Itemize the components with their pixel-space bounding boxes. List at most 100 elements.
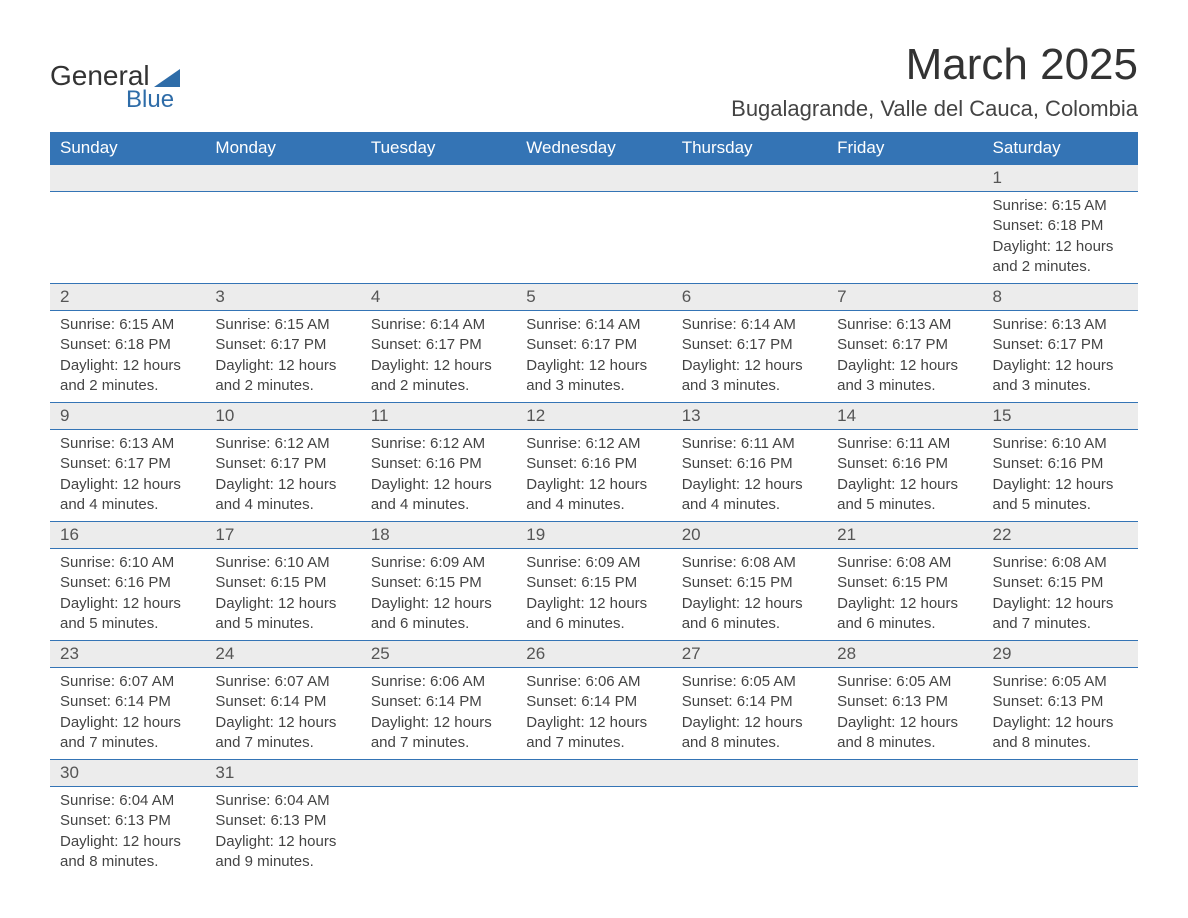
day-content-cell: Sunrise: 6:14 AMSunset: 6:17 PMDaylight:… xyxy=(361,311,516,403)
day-number-cell: 10 xyxy=(205,403,360,430)
day-content-cell xyxy=(672,787,827,879)
daylight-text: Daylight: 12 hours and 6 minutes. xyxy=(371,594,506,635)
day-number-cell: 30 xyxy=(50,760,205,787)
day-number-cell: 2 xyxy=(50,284,205,311)
daylight-text: Daylight: 12 hours and 6 minutes. xyxy=(837,594,972,635)
day-number-cell xyxy=(516,760,671,787)
sunset-text: Sunset: 6:17 PM xyxy=(682,335,817,355)
day-number-cell: 15 xyxy=(983,403,1138,430)
sunset-text: Sunset: 6:15 PM xyxy=(682,573,817,593)
daylight-text: Daylight: 12 hours and 7 minutes. xyxy=(993,594,1128,635)
day-header: Thursday xyxy=(672,132,827,165)
logo-text-bottom: Blue xyxy=(126,86,174,114)
day-number-cell: 22 xyxy=(983,522,1138,549)
sunrise-text: Sunrise: 6:05 AM xyxy=(682,672,817,692)
day-number-cell: 23 xyxy=(50,641,205,668)
sunset-text: Sunset: 6:17 PM xyxy=(371,335,506,355)
daylight-text: Daylight: 12 hours and 4 minutes. xyxy=(526,475,661,516)
day-content-cell: Sunrise: 6:15 AMSunset: 6:18 PMDaylight:… xyxy=(983,192,1138,284)
week-number-row: 1 xyxy=(50,165,1138,192)
day-number-cell: 7 xyxy=(827,284,982,311)
day-header: Sunday xyxy=(50,132,205,165)
daylight-text: Daylight: 12 hours and 6 minutes. xyxy=(526,594,661,635)
day-number-cell: 1 xyxy=(983,165,1138,192)
day-number-cell xyxy=(361,760,516,787)
sunset-text: Sunset: 6:15 PM xyxy=(526,573,661,593)
sunset-text: Sunset: 6:14 PM xyxy=(526,692,661,712)
sunrise-text: Sunrise: 6:13 AM xyxy=(993,315,1128,335)
week-number-row: 9101112131415 xyxy=(50,403,1138,430)
sunset-text: Sunset: 6:14 PM xyxy=(215,692,350,712)
daylight-text: Daylight: 12 hours and 2 minutes. xyxy=(60,356,195,397)
day-header: Monday xyxy=(205,132,360,165)
day-content-cell: Sunrise: 6:14 AMSunset: 6:17 PMDaylight:… xyxy=(516,311,671,403)
week-number-row: 23242526272829 xyxy=(50,641,1138,668)
day-number-cell: 26 xyxy=(516,641,671,668)
day-content-cell: Sunrise: 6:09 AMSunset: 6:15 PMDaylight:… xyxy=(516,549,671,641)
sunrise-text: Sunrise: 6:09 AM xyxy=(526,553,661,573)
day-content-cell: Sunrise: 6:10 AMSunset: 6:16 PMDaylight:… xyxy=(983,430,1138,522)
sunset-text: Sunset: 6:17 PM xyxy=(993,335,1128,355)
day-header: Saturday xyxy=(983,132,1138,165)
sunrise-text: Sunrise: 6:10 AM xyxy=(993,434,1128,454)
day-content-cell: Sunrise: 6:14 AMSunset: 6:17 PMDaylight:… xyxy=(672,311,827,403)
day-number-cell xyxy=(672,760,827,787)
day-number-cell: 8 xyxy=(983,284,1138,311)
day-content-cell: Sunrise: 6:05 AMSunset: 6:14 PMDaylight:… xyxy=(672,668,827,760)
sunset-text: Sunset: 6:13 PM xyxy=(837,692,972,712)
day-content-cell: Sunrise: 6:10 AMSunset: 6:15 PMDaylight:… xyxy=(205,549,360,641)
location: Bugalagrande, Valle del Cauca, Colombia xyxy=(731,96,1138,122)
week-content-row: Sunrise: 6:10 AMSunset: 6:16 PMDaylight:… xyxy=(50,549,1138,641)
logo: General Blue xyxy=(50,60,180,114)
sunset-text: Sunset: 6:16 PM xyxy=(526,454,661,474)
title-block: March 2025 Bugalagrande, Valle del Cauca… xyxy=(731,40,1138,122)
sunrise-text: Sunrise: 6:15 AM xyxy=(215,315,350,335)
day-number-cell: 14 xyxy=(827,403,982,430)
sunset-text: Sunset: 6:15 PM xyxy=(837,573,972,593)
day-number-cell: 28 xyxy=(827,641,982,668)
daylight-text: Daylight: 12 hours and 3 minutes. xyxy=(837,356,972,397)
day-content-cell: Sunrise: 6:06 AMSunset: 6:14 PMDaylight:… xyxy=(361,668,516,760)
daylight-text: Daylight: 12 hours and 7 minutes. xyxy=(215,713,350,754)
day-content-cell xyxy=(672,192,827,284)
sunrise-text: Sunrise: 6:13 AM xyxy=(837,315,972,335)
month-title: March 2025 xyxy=(731,40,1138,90)
daylight-text: Daylight: 12 hours and 8 minutes. xyxy=(682,713,817,754)
sunrise-text: Sunrise: 6:11 AM xyxy=(682,434,817,454)
day-content-cell: Sunrise: 6:10 AMSunset: 6:16 PMDaylight:… xyxy=(50,549,205,641)
day-content-cell: Sunrise: 6:11 AMSunset: 6:16 PMDaylight:… xyxy=(827,430,982,522)
daylight-text: Daylight: 12 hours and 2 minutes. xyxy=(215,356,350,397)
sunrise-text: Sunrise: 6:10 AM xyxy=(60,553,195,573)
day-content-cell: Sunrise: 6:08 AMSunset: 6:15 PMDaylight:… xyxy=(672,549,827,641)
daylight-text: Daylight: 12 hours and 4 minutes. xyxy=(682,475,817,516)
header: General Blue March 2025 Bugalagrande, Va… xyxy=(50,40,1138,122)
daylight-text: Daylight: 12 hours and 8 minutes. xyxy=(837,713,972,754)
day-content-cell: Sunrise: 6:09 AMSunset: 6:15 PMDaylight:… xyxy=(361,549,516,641)
sunrise-text: Sunrise: 6:13 AM xyxy=(60,434,195,454)
day-number-cell xyxy=(672,165,827,192)
day-number-cell: 31 xyxy=(205,760,360,787)
sunrise-text: Sunrise: 6:05 AM xyxy=(993,672,1128,692)
daylight-text: Daylight: 12 hours and 5 minutes. xyxy=(993,475,1128,516)
day-content-cell xyxy=(827,192,982,284)
day-number-cell: 19 xyxy=(516,522,671,549)
day-content-cell: Sunrise: 6:12 AMSunset: 6:17 PMDaylight:… xyxy=(205,430,360,522)
day-number-cell: 17 xyxy=(205,522,360,549)
sunrise-text: Sunrise: 6:07 AM xyxy=(215,672,350,692)
daylight-text: Daylight: 12 hours and 6 minutes. xyxy=(682,594,817,635)
sunset-text: Sunset: 6:14 PM xyxy=(371,692,506,712)
sunrise-text: Sunrise: 6:07 AM xyxy=(60,672,195,692)
day-content-cell: Sunrise: 6:13 AMSunset: 6:17 PMDaylight:… xyxy=(827,311,982,403)
day-number-cell: 12 xyxy=(516,403,671,430)
sunrise-text: Sunrise: 6:04 AM xyxy=(60,791,195,811)
day-content-cell: Sunrise: 6:07 AMSunset: 6:14 PMDaylight:… xyxy=(205,668,360,760)
day-content-cell xyxy=(361,192,516,284)
day-number-cell: 3 xyxy=(205,284,360,311)
day-number-cell: 24 xyxy=(205,641,360,668)
day-content-cell: Sunrise: 6:15 AMSunset: 6:18 PMDaylight:… xyxy=(50,311,205,403)
daylight-text: Daylight: 12 hours and 4 minutes. xyxy=(60,475,195,516)
daylight-text: Daylight: 12 hours and 4 minutes. xyxy=(215,475,350,516)
day-content-cell: Sunrise: 6:13 AMSunset: 6:17 PMDaylight:… xyxy=(983,311,1138,403)
day-number-cell: 20 xyxy=(672,522,827,549)
calendar-table: Sunday Monday Tuesday Wednesday Thursday… xyxy=(50,132,1138,878)
